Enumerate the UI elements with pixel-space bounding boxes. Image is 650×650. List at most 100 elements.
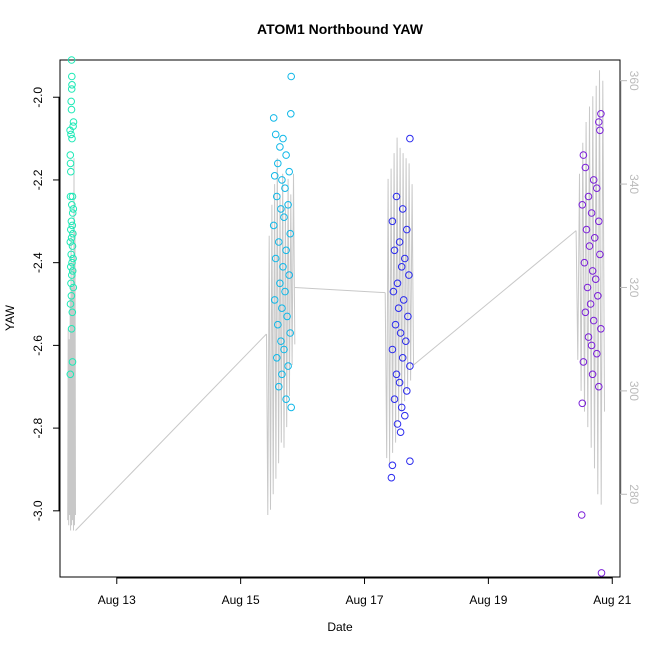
data-point-cluster-1	[67, 167, 75, 176]
data-point-cluster-3	[392, 370, 401, 379]
data-point-cluster-4	[581, 308, 590, 317]
data-point-cluster-4	[597, 110, 605, 118]
data-point-cluster-4	[594, 292, 602, 300]
chart-title: ATOM1 Northbound YAW	[257, 21, 424, 37]
data-point-cluster-3	[406, 134, 414, 143]
data-point-cluster-2	[276, 279, 284, 288]
data-point-cluster-2	[287, 110, 295, 118]
data-point-cluster-1	[66, 192, 75, 201]
data-point-cluster-1	[68, 221, 77, 230]
data-point-cluster-3	[401, 411, 409, 420]
data-point-cluster-1	[67, 234, 76, 242]
data-point-cluster-1	[67, 263, 75, 271]
data-point-cluster-1	[68, 271, 76, 279]
data-point-cluster-3	[398, 354, 407, 362]
data-point-cluster-2	[270, 172, 279, 180]
data-point-cluster-1	[68, 201, 76, 209]
data-point-cluster-4	[578, 201, 587, 209]
data-point-cluster-2	[279, 263, 287, 271]
data-point-cluster-2	[280, 213, 288, 221]
data-point-cluster-4	[595, 382, 603, 391]
data-point-cluster-2	[275, 238, 283, 246]
data-point-cluster-2	[278, 176, 286, 184]
data-point-cluster-4	[580, 258, 589, 267]
data-point-cluster-1	[66, 159, 75, 168]
data-point-cluster-2	[273, 192, 281, 201]
data-point-cluster-1	[68, 267, 77, 275]
y-axis-label: YAW	[3, 304, 17, 331]
data-point-cluster-3	[395, 238, 404, 246]
data-point-cluster-4	[588, 370, 597, 379]
data-point-cluster-2	[270, 296, 279, 304]
data-point-cluster-1	[68, 258, 76, 267]
data-point-cluster-1	[68, 81, 76, 89]
secondary-y-tick-label: 320	[627, 277, 641, 297]
data-point-cluster-3	[393, 279, 402, 288]
data-point-cluster-4	[595, 118, 603, 126]
y-tick-label: -2.4	[31, 252, 45, 273]
data-point-cluster-4	[597, 325, 605, 333]
scatter-points-layer	[66, 56, 606, 577]
secondary-series-line-4	[575, 70, 605, 505]
data-point-cluster-1	[66, 238, 75, 246]
data-point-cluster-4	[593, 184, 601, 192]
secondary-series-connector-1	[75, 333, 267, 531]
y-tick-label: -2.2	[31, 169, 45, 190]
data-point-cluster-1	[67, 217, 76, 226]
data-point-cluster-2	[281, 184, 289, 192]
data-point-cluster-3	[403, 225, 411, 234]
x-tick-label: Aug 19	[469, 593, 507, 607]
data-point-cluster-2	[282, 151, 290, 159]
data-point-cluster-3	[391, 320, 400, 329]
data-point-cluster-4	[593, 349, 601, 358]
data-point-cluster-3	[396, 428, 405, 437]
data-point-cluster-2	[283, 312, 291, 321]
x-tick-label: Aug 15	[222, 593, 260, 607]
data-point-cluster-4	[591, 275, 600, 284]
data-point-cluster-4	[584, 192, 593, 201]
data-point-cluster-3	[404, 312, 412, 321]
data-point-cluster-4	[597, 569, 606, 577]
data-point-cluster-4	[590, 234, 599, 242]
data-point-cluster-1	[68, 358, 77, 366]
data-point-cluster-2	[280, 345, 288, 354]
data-point-cluster-4	[578, 399, 587, 408]
data-point-cluster-3	[394, 304, 403, 313]
data-point-cluster-4	[588, 267, 597, 275]
data-point-cluster-1	[68, 192, 77, 201]
secondary-series-line-3	[384, 137, 414, 464]
data-point-cluster-3	[406, 362, 414, 370]
data-point-cluster-1	[68, 209, 77, 217]
data-point-cluster-1	[67, 325, 76, 333]
secondary-series-connector-3	[413, 230, 577, 366]
data-point-cluster-2	[287, 72, 296, 81]
secondary-series-connector-2	[294, 286, 386, 294]
data-point-cluster-1	[67, 85, 76, 93]
data-point-cluster-4	[589, 316, 598, 325]
data-point-cluster-2	[276, 143, 284, 151]
data-point-cluster-2	[275, 382, 283, 391]
data-point-cluster-1	[69, 229, 77, 238]
data-point-cluster-2	[282, 395, 290, 404]
data-point-cluster-3	[397, 403, 406, 412]
data-point-cluster-1	[66, 126, 74, 135]
y-axis: -2.0 -2.2 -2.4 -2.6 -2.8 -3.0	[31, 87, 60, 521]
data-point-cluster-4	[582, 225, 591, 234]
data-point-cluster-1	[69, 254, 77, 263]
data-point-cluster-3	[388, 345, 397, 354]
data-point-cluster-1	[69, 205, 78, 213]
data-point-cluster-2	[284, 362, 292, 370]
data-point-cluster-4	[589, 176, 598, 184]
data-point-cluster-2	[278, 370, 286, 379]
data-point-cluster-3	[390, 395, 399, 404]
data-point-cluster-2	[279, 134, 287, 143]
data-point-cluster-1	[67, 279, 75, 288]
data-point-cluster-3	[402, 337, 410, 346]
data-point-cluster-4	[587, 209, 596, 217]
y-tick-label: -3.0	[31, 500, 45, 521]
data-point-cluster-2	[269, 221, 278, 230]
data-point-cluster-2	[287, 403, 296, 412]
data-point-cluster-3	[403, 387, 411, 395]
data-point-cluster-4	[586, 300, 595, 308]
